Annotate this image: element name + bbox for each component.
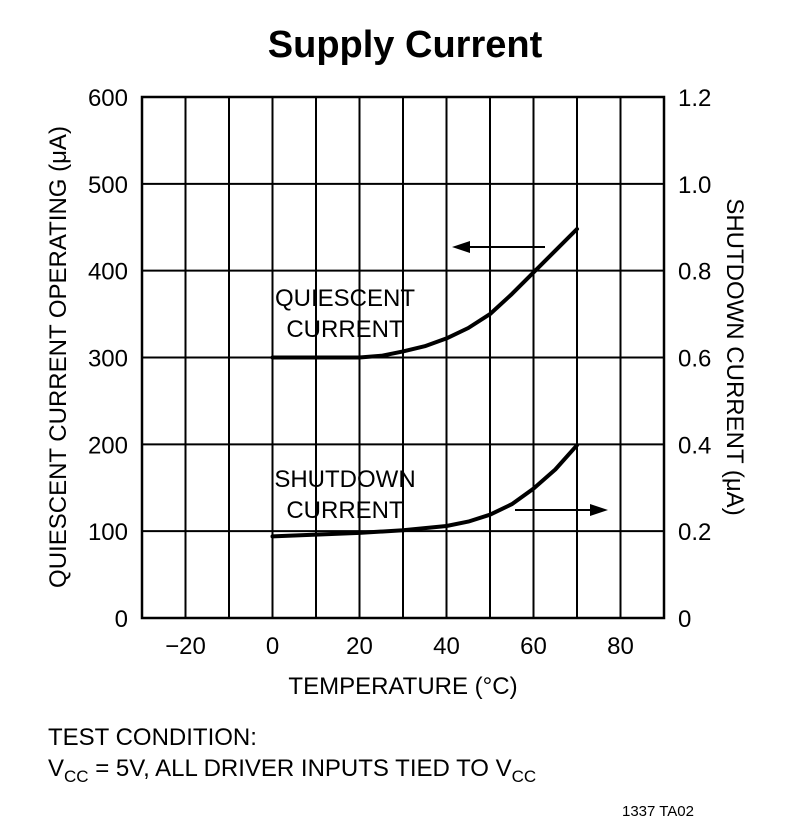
x-tick-label: 0 [266, 633, 279, 660]
y-right-tick-label: 0.2 [678, 519, 711, 546]
y-left-tick-label: 400 [88, 259, 128, 286]
y-left-tick-label: 600 [88, 85, 128, 112]
y-right-tick-label: 0.6 [678, 346, 711, 373]
x-tick-label: 40 [433, 633, 460, 660]
y-left-tick-label: 100 [88, 519, 128, 546]
y-left-tick-label: 0 [115, 606, 128, 633]
y-right-tick-label: 0.8 [678, 259, 711, 286]
y-left-tick-labels: 0 100 200 300 400 500 600 [88, 85, 128, 633]
y-left-tick-label: 500 [88, 172, 128, 199]
x-tick-label: 80 [607, 633, 634, 660]
right-axis-arrow [515, 504, 608, 516]
y-right-axis-label: SHUTDOWN CURRENT (μA) [721, 198, 748, 515]
y-right-tick-label: 0.4 [678, 432, 711, 459]
x-tick-label: −20 [165, 633, 206, 660]
quiescent-label-line1: QUIESCENT [275, 285, 415, 312]
series-lines [270, 227, 579, 539]
grid [142, 97, 664, 618]
y-left-tick-label: 200 [88, 432, 128, 459]
quiescent-current-line [270, 227, 579, 360]
figure-code: 1337 TA02 [622, 803, 694, 820]
x-tick-labels: −20 0 20 40 60 80 [165, 633, 634, 660]
x-axis-label: TEMPERATURE (°C) [288, 673, 517, 700]
shutdown-label-line2: CURRENT [286, 497, 404, 524]
y-left-tick-label: 300 [88, 346, 128, 373]
y-left-axis-label: QUIESCENT CURRENT OPERATING (μA) [45, 126, 72, 588]
y-right-tick-labels: 0 0.2 0.4 0.6 0.8 1.0 1.2 [678, 85, 711, 633]
x-tick-label: 60 [520, 633, 547, 660]
y-right-tick-label: 1.0 [678, 172, 711, 199]
x-tick-label: 20 [346, 633, 373, 660]
test-condition-title: TEST CONDITION: [48, 724, 257, 751]
y-right-tick-label: 1.2 [678, 85, 711, 112]
left-axis-arrow [452, 241, 545, 253]
shutdown-label-line1: SHUTDOWN [274, 466, 415, 493]
y-right-tick-label: 0 [678, 606, 691, 633]
plot-frame [140, 95, 666, 620]
quiescent-label-line2: CURRENT [286, 316, 404, 343]
shutdown-current-line [270, 443, 579, 539]
test-condition-detail: VCC = 5V, ALL DRIVER INPUTS TIED TO VCC [48, 755, 536, 786]
chart-title: Supply Current [268, 24, 543, 66]
